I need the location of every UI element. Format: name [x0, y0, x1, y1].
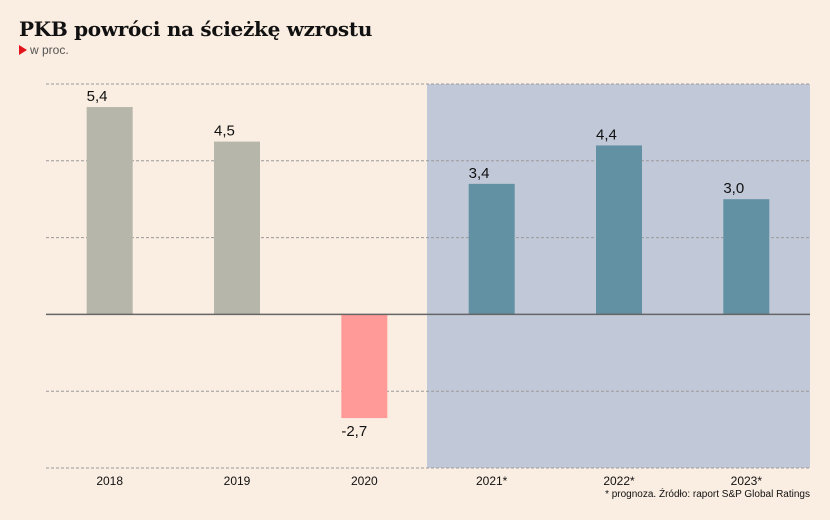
x-tick-label: 2023* — [731, 474, 763, 488]
data-label: 5,4 — [87, 88, 108, 105]
bar-2020 — [341, 314, 388, 419]
bar-2019 — [214, 141, 260, 315]
x-tick-label: 2018 — [96, 474, 123, 488]
data-label: -2,7 — [341, 423, 367, 440]
unit-label: w proc. — [30, 43, 69, 57]
x-tick-label: 2022* — [603, 474, 635, 488]
bar-2018 — [86, 107, 133, 315]
triangle-marker-icon — [19, 45, 27, 55]
x-tick-label: 2020 — [351, 474, 378, 488]
bar-2022 — [596, 145, 642, 315]
data-label: 3,4 — [469, 165, 490, 182]
x-tick-label: 2021* — [476, 474, 508, 488]
chart-subtitle: w proc. — [19, 43, 69, 57]
x-tick-label: 2019 — [224, 474, 251, 488]
bar-2023 — [723, 199, 770, 315]
data-label: 4,4 — [596, 126, 617, 143]
source-footnote: * prognoza. Źródło: raport S&P Global Ra… — [605, 489, 810, 500]
data-label: 3,0 — [723, 180, 744, 197]
data-label: 4,5 — [214, 123, 235, 140]
chart-title: PKB powróci na ścieżkę wzrostu — [19, 17, 373, 41]
bar-2021 — [468, 183, 515, 315]
